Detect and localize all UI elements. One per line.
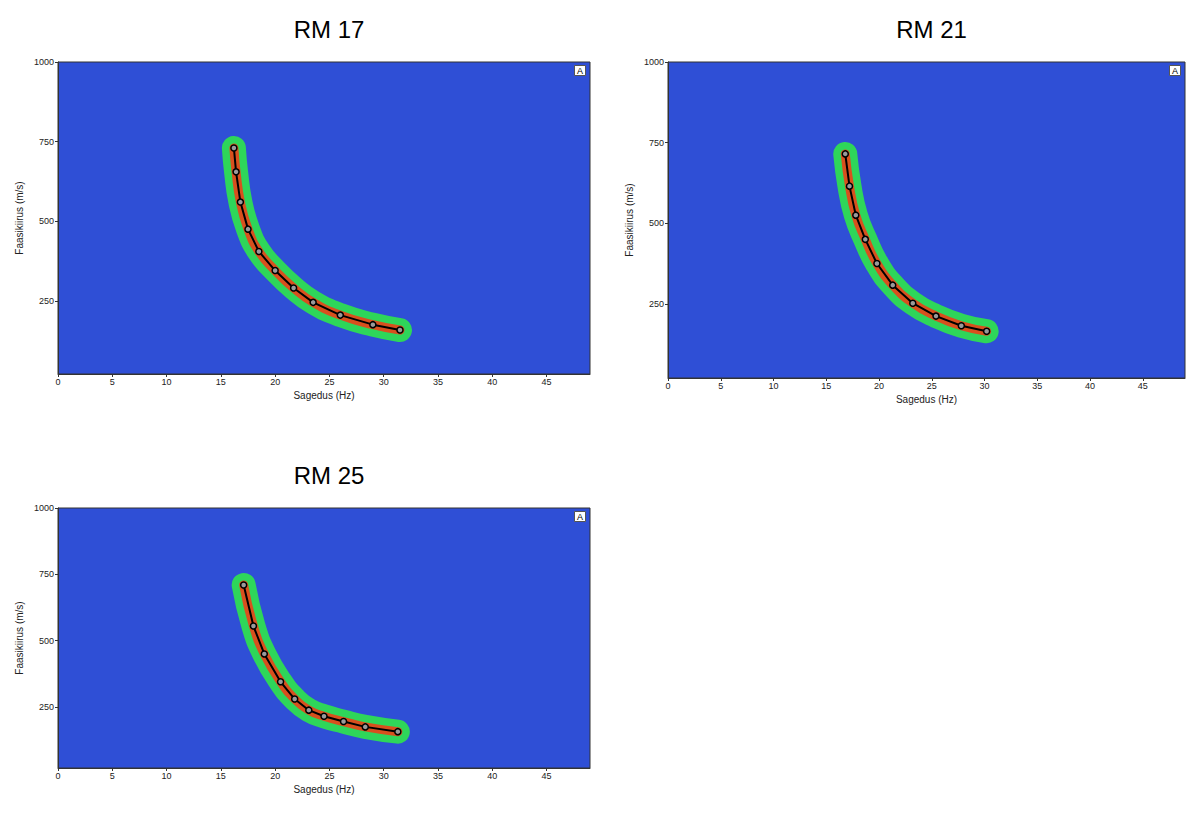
svg-text:5: 5 (110, 377, 115, 387)
svg-text:0: 0 (665, 381, 670, 391)
svg-text:Sagedus (Hz): Sagedus (Hz) (293, 390, 354, 401)
svg-text:Sagedus (Hz): Sagedus (Hz) (293, 784, 354, 795)
svg-text:35: 35 (433, 771, 443, 781)
svg-text:1000: 1000 (34, 57, 54, 67)
svg-text:25: 25 (324, 377, 334, 387)
svg-text:500: 500 (39, 636, 54, 646)
svg-text:Faasikiirus (m/s): Faasikiirus (m/s) (14, 181, 25, 254)
svg-text:1000: 1000 (34, 503, 54, 513)
svg-text:20: 20 (874, 381, 884, 391)
svg-text:15: 15 (216, 771, 226, 781)
svg-text:1000: 1000 (644, 57, 664, 67)
svg-text:A: A (1172, 66, 1178, 76)
svg-text:500: 500 (39, 216, 54, 226)
svg-text:A: A (577, 66, 583, 76)
svg-text:20: 20 (270, 771, 280, 781)
svg-text:45: 45 (542, 771, 552, 781)
svg-text:40: 40 (487, 771, 497, 781)
svg-text:250: 250 (39, 702, 54, 712)
svg-text:Faasikiirus (m/s): Faasikiirus (m/s) (14, 601, 25, 674)
svg-text:5: 5 (718, 381, 723, 391)
svg-text:0: 0 (55, 771, 60, 781)
svg-text:20: 20 (270, 377, 280, 387)
svg-text:Sagedus (Hz): Sagedus (Hz) (896, 394, 957, 405)
svg-text:30: 30 (980, 381, 990, 391)
svg-text:10: 10 (769, 381, 779, 391)
svg-text:40: 40 (1085, 381, 1095, 391)
svg-text:25: 25 (927, 381, 937, 391)
svg-text:250: 250 (39, 296, 54, 306)
svg-text:45: 45 (1138, 381, 1148, 391)
svg-text:RM 17: RM 17 (294, 16, 365, 43)
svg-text:RM 21: RM 21 (896, 16, 967, 43)
svg-text:0: 0 (55, 377, 60, 387)
svg-text:15: 15 (216, 377, 226, 387)
svg-text:500: 500 (649, 218, 664, 228)
svg-text:15: 15 (821, 381, 831, 391)
svg-text:30: 30 (379, 771, 389, 781)
svg-text:RM 25: RM 25 (294, 462, 365, 489)
svg-text:40: 40 (487, 377, 497, 387)
svg-text:25: 25 (324, 771, 334, 781)
svg-text:35: 35 (433, 377, 443, 387)
svg-text:750: 750 (39, 569, 54, 579)
svg-text:5: 5 (110, 771, 115, 781)
svg-text:35: 35 (1032, 381, 1042, 391)
svg-text:750: 750 (649, 138, 664, 148)
svg-text:750: 750 (39, 137, 54, 147)
svg-text:10: 10 (162, 377, 172, 387)
svg-text:30: 30 (379, 377, 389, 387)
svg-text:Faasikiirus (m/s): Faasikiirus (m/s) (624, 183, 635, 256)
svg-text:250: 250 (649, 299, 664, 309)
svg-text:A: A (577, 512, 583, 522)
svg-text:45: 45 (542, 377, 552, 387)
svg-text:10: 10 (162, 771, 172, 781)
